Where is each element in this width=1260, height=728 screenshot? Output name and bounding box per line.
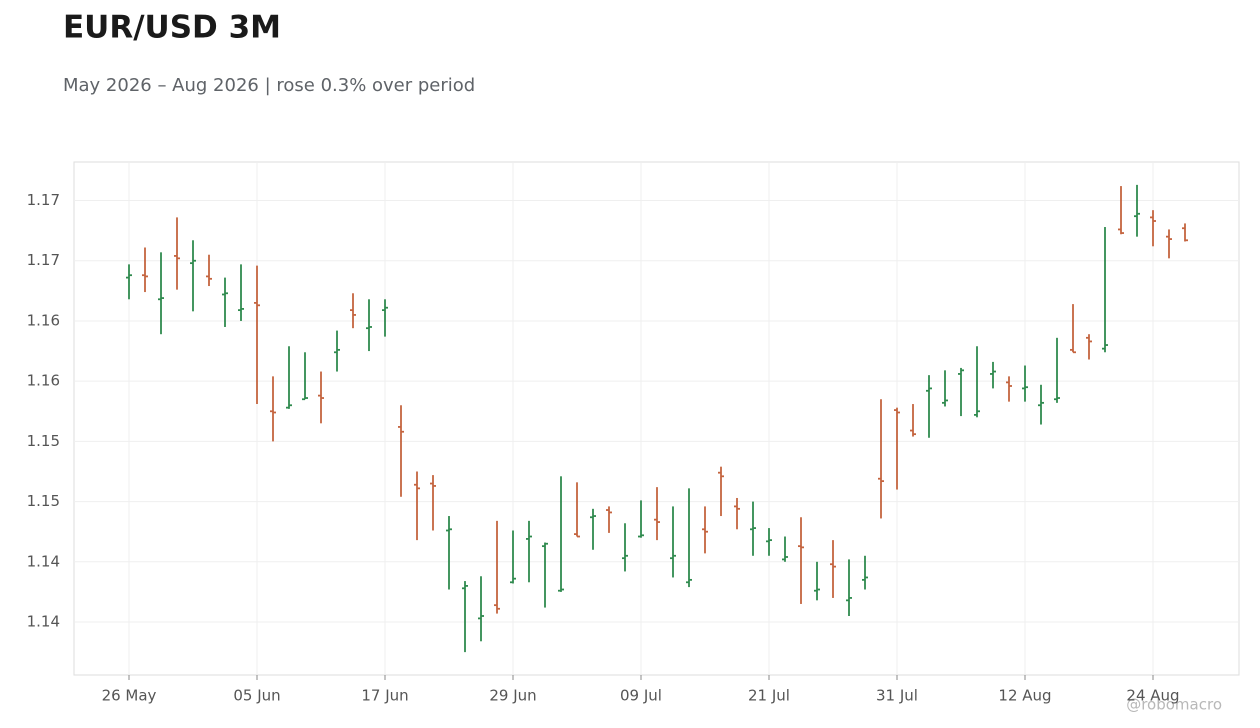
- x-tick-label: 24 Aug: [1126, 687, 1179, 705]
- y-tick-label: 1.14: [27, 613, 60, 631]
- y-tick-label: 1.16: [27, 372, 60, 390]
- watermark: @robomacro: [1126, 696, 1222, 714]
- x-tick-label: 29 Jun: [489, 687, 536, 705]
- y-tick-label: 1.14: [27, 552, 60, 570]
- chart-subtitle: May 2026 – Aug 2026 | rose 0.3% over per…: [63, 75, 475, 96]
- y-tick-label: 1.15: [27, 492, 60, 510]
- x-tick-label: 17 Jun: [361, 687, 408, 705]
- y-tick-label: 1.17: [27, 191, 60, 209]
- y-tick-label: 1.15: [27, 432, 60, 450]
- y-tick-label: 1.17: [27, 251, 60, 269]
- x-tick-label: 12 Aug: [998, 687, 1051, 705]
- y-tick-label: 1.16: [27, 311, 60, 329]
- x-tick-label: 31 Jul: [876, 687, 918, 705]
- x-tick-label: 09 Jul: [620, 687, 662, 705]
- plot-frame: [73, 161, 1240, 676]
- chart-title: EUR/USD 3M: [63, 10, 281, 46]
- x-tick-label: 21 Jul: [748, 687, 790, 705]
- x-tick-label: 05 Jun: [233, 687, 280, 705]
- x-tick-label: 26 May: [102, 687, 157, 705]
